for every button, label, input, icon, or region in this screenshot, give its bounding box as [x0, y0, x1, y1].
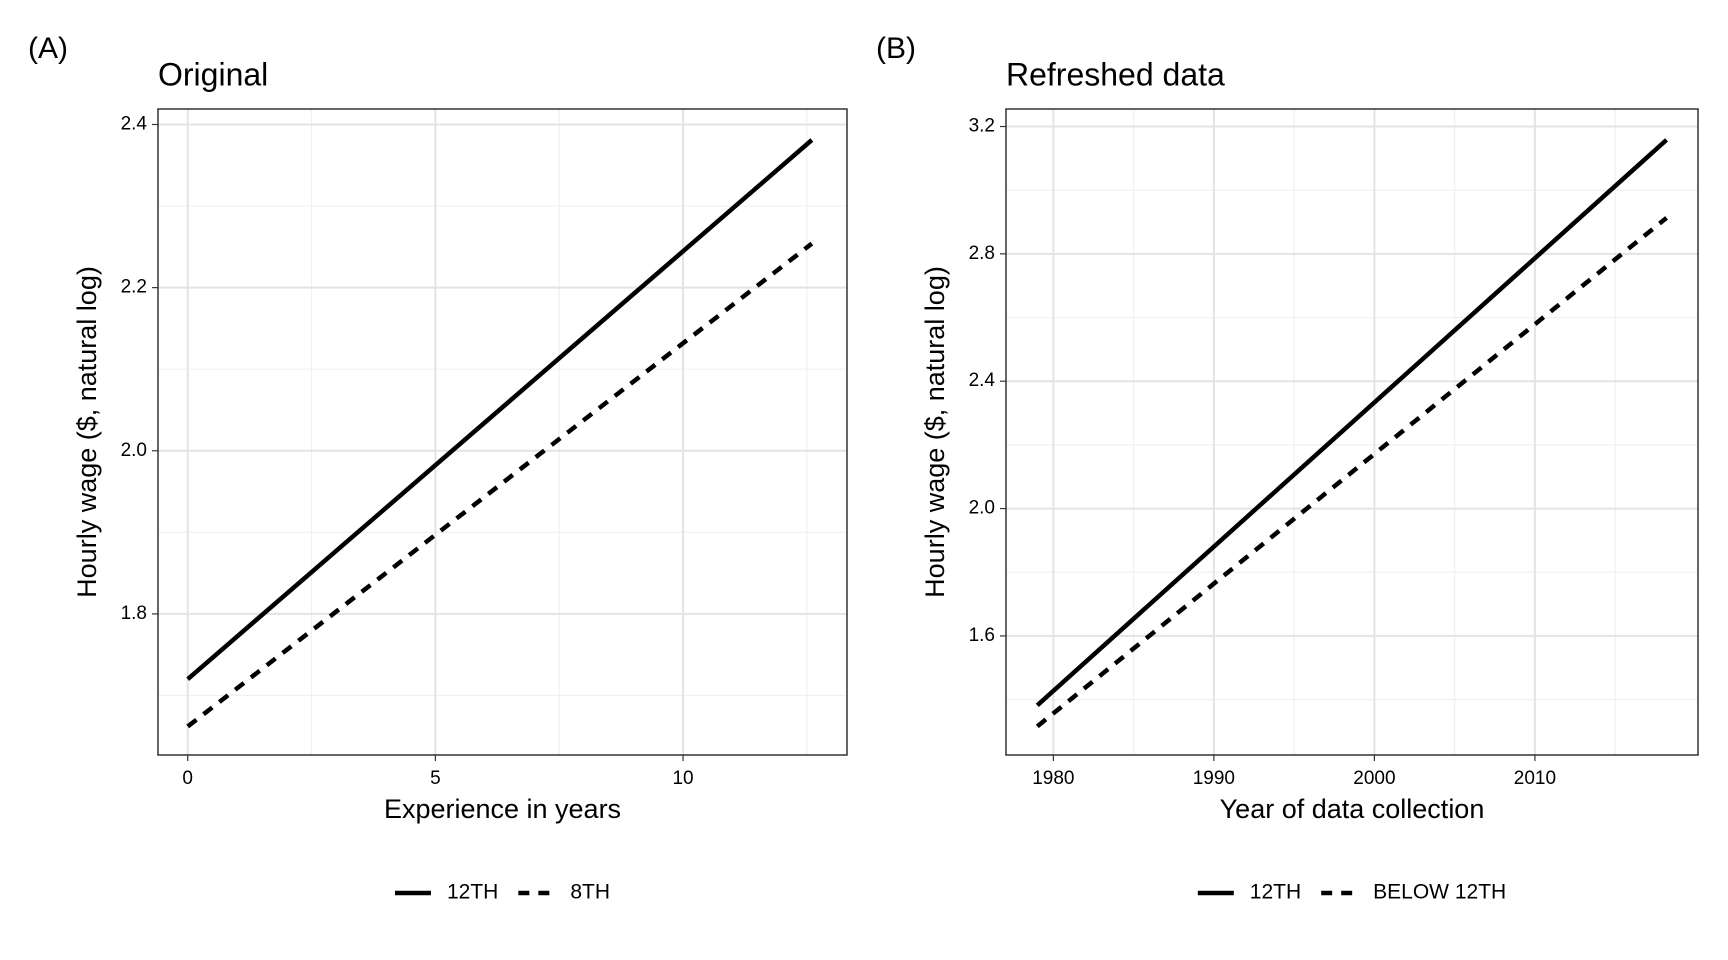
chart-title: Original [158, 56, 268, 92]
panel-label: (B) [876, 32, 916, 65]
series-line [1035, 216, 1668, 729]
legend-label: 12TH [1250, 881, 1301, 904]
x-tick-label: 1990 [1193, 768, 1235, 789]
x-tick-label: 0 [182, 768, 193, 789]
legend-label: BELOW 12TH [1373, 881, 1506, 904]
panel-label: (A) [28, 32, 68, 65]
y-tick-label: 1.8 [121, 603, 147, 624]
y-tick-label: 2.0 [969, 498, 995, 519]
series-line [1035, 138, 1669, 708]
series-line [186, 241, 814, 729]
x-tick-label: 10 [672, 768, 693, 789]
plot-border [1005, 108, 1699, 756]
y-tick-label: 2.8 [969, 243, 995, 264]
y-axis-label: Hourly wage ($, natural log) [920, 266, 950, 598]
y-axis-label: Hourly wage ($, natural log) [72, 266, 102, 598]
chart-title: Refreshed data [1006, 56, 1225, 92]
x-axis-label: Year of data collection [1220, 794, 1485, 824]
y-tick-label: 1.6 [969, 625, 995, 646]
x-tick-label: 5 [430, 768, 441, 789]
y-tick-label: 2.2 [121, 277, 147, 298]
x-tick-label: 1980 [1032, 768, 1074, 789]
y-tick-label: 2.4 [121, 114, 148, 135]
legend-label: 8TH [570, 881, 610, 904]
x-tick-label: 2000 [1353, 768, 1395, 789]
y-tick-label: 3.2 [969, 116, 995, 137]
series-line [186, 138, 814, 681]
plot-border [157, 108, 848, 756]
y-tick-label: 2.0 [121, 440, 147, 461]
y-tick-label: 2.4 [969, 370, 996, 391]
x-axis-label: Experience in years [384, 794, 621, 824]
x-tick-label: 2010 [1514, 768, 1556, 789]
legend-label: 12TH [447, 881, 498, 904]
